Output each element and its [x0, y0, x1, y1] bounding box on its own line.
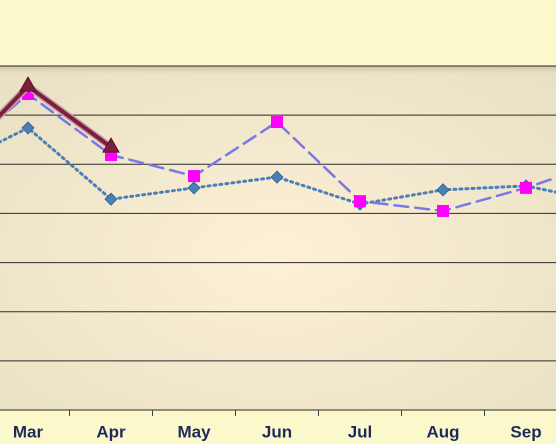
x-tick-label: May [177, 422, 211, 441]
marker [104, 192, 118, 206]
marker [354, 195, 366, 208]
marker [102, 137, 120, 153]
series-line [0, 126, 556, 206]
x-tick-label: Apr [96, 422, 126, 441]
marker [436, 183, 450, 197]
series-line [0, 92, 556, 213]
marker [520, 181, 532, 194]
marker [188, 170, 200, 183]
plot-shade [0, 66, 556, 76]
marker [21, 121, 35, 135]
marker [270, 170, 284, 184]
x-tick-label: Mar [13, 422, 44, 441]
x-tick-label: Jul [348, 422, 373, 441]
x-tick-label: Sep [510, 422, 541, 441]
x-tick-label: Aug [426, 422, 459, 441]
marker [437, 204, 449, 217]
marker [19, 76, 37, 92]
marker [271, 116, 283, 129]
x-tick-label: Jun [262, 422, 292, 441]
marker [187, 181, 201, 195]
